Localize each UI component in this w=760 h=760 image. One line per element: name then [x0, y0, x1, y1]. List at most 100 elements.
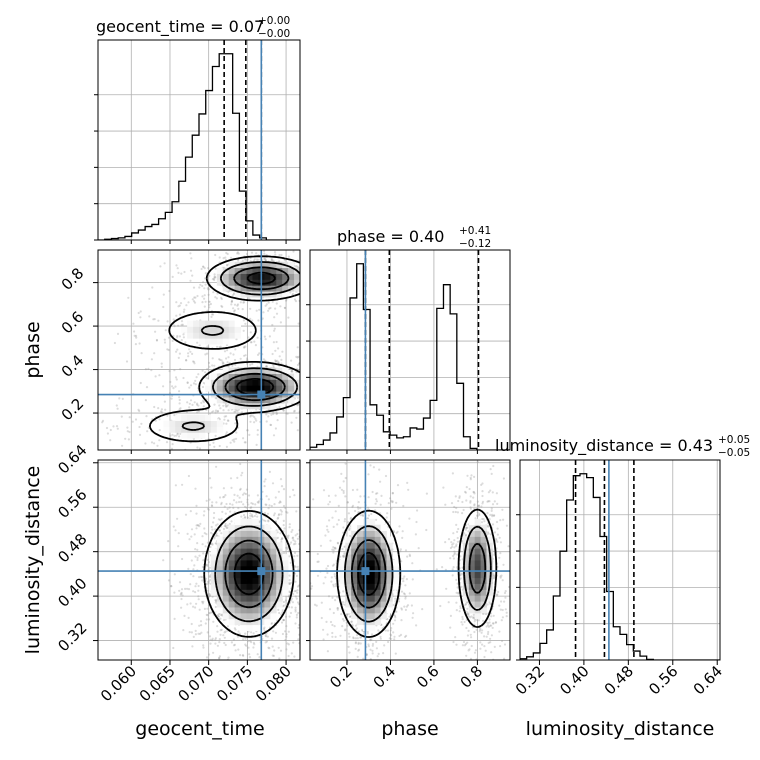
density-cell — [252, 542, 259, 549]
density-cell — [199, 332, 206, 339]
density-cell — [210, 426, 218, 433]
sample-point — [219, 496, 222, 499]
sample-point — [291, 528, 294, 532]
sample-point — [340, 472, 343, 475]
sample-point — [256, 515, 259, 518]
sample-point — [407, 488, 410, 491]
density-cell — [276, 577, 283, 584]
sample-point — [208, 611, 211, 615]
sample-point — [256, 429, 259, 432]
sample-point — [282, 409, 285, 412]
sample-point — [179, 368, 182, 371]
sample-point — [214, 411, 217, 414]
density-cell — [234, 618, 241, 626]
sample-point — [178, 398, 181, 402]
sample-point — [247, 646, 250, 649]
sample-point — [140, 422, 143, 425]
sample-point — [195, 512, 198, 515]
density-cell — [216, 332, 224, 339]
density-cell — [288, 279, 295, 286]
density-cell — [270, 595, 277, 602]
sample-point — [451, 545, 454, 548]
sample-point — [492, 577, 495, 580]
density-cell — [210, 560, 218, 567]
sample-point — [166, 320, 169, 323]
sample-point — [164, 408, 167, 411]
density-cell — [270, 560, 277, 567]
density-cell — [240, 548, 247, 555]
sample-point — [184, 341, 187, 344]
sample-point — [449, 626, 452, 629]
sample-point — [189, 399, 193, 402]
density-cell — [246, 379, 253, 386]
sample-point — [474, 649, 477, 652]
sample-point — [333, 547, 336, 550]
sample-point — [224, 256, 227, 259]
density-cell — [252, 261, 259, 269]
sample-point — [164, 329, 167, 332]
sample-point — [222, 634, 225, 637]
sample-point — [150, 441, 154, 444]
sample-point — [469, 501, 472, 504]
sample-point — [342, 590, 345, 593]
sample-point — [410, 604, 413, 607]
sample-point — [251, 414, 254, 417]
sample-point — [238, 496, 241, 499]
sample-point — [202, 644, 205, 647]
sample-point — [233, 438, 236, 441]
sample-point — [290, 581, 293, 584]
density-cell — [204, 420, 212, 427]
density-cell — [234, 560, 241, 567]
sample-point — [258, 520, 261, 523]
sample-point — [286, 511, 289, 514]
sample-point — [369, 464, 372, 467]
sample-point — [226, 264, 229, 267]
sample-point — [148, 315, 151, 318]
sample-point — [177, 271, 180, 274]
sample-point — [455, 506, 458, 510]
sample-point — [255, 252, 258, 255]
sample-point — [274, 520, 277, 523]
sample-point — [264, 258, 267, 261]
sample-point — [264, 519, 267, 523]
sample-point — [341, 601, 345, 604]
sample-point — [481, 482, 484, 485]
sample-point — [390, 499, 393, 502]
sample-point — [115, 404, 118, 407]
sample-point — [206, 377, 209, 380]
density-cell — [240, 261, 247, 269]
sample-point — [218, 256, 221, 259]
sample-point — [197, 595, 200, 598]
sample-point — [256, 336, 259, 339]
sample-point — [223, 525, 226, 528]
sample-point — [217, 613, 220, 616]
density-cell — [216, 273, 224, 280]
density-cell — [234, 320, 241, 327]
sample-point — [133, 334, 136, 337]
sample-point — [211, 501, 214, 504]
sample-point — [267, 498, 270, 501]
density-cell — [222, 373, 230, 380]
sample-point — [150, 358, 153, 361]
density-cell — [228, 601, 236, 608]
sample-point — [489, 637, 492, 640]
sample-point — [244, 637, 247, 640]
sample-point — [242, 319, 245, 322]
sample-point — [310, 585, 314, 588]
sample-point — [189, 573, 192, 576]
sample-point — [229, 352, 232, 355]
sample-point — [163, 400, 166, 403]
sample-point — [391, 500, 394, 503]
sample-point — [288, 523, 291, 526]
density-cell — [240, 530, 247, 537]
sample-point — [220, 517, 223, 521]
sample-point — [274, 360, 277, 363]
sample-point — [208, 580, 211, 583]
sample-point — [196, 403, 199, 406]
sample-point — [487, 630, 490, 634]
sample-point — [235, 501, 238, 504]
density-cell — [187, 332, 194, 339]
sample-point — [270, 413, 273, 416]
sample-point — [292, 539, 295, 542]
sample-point — [178, 390, 181, 393]
